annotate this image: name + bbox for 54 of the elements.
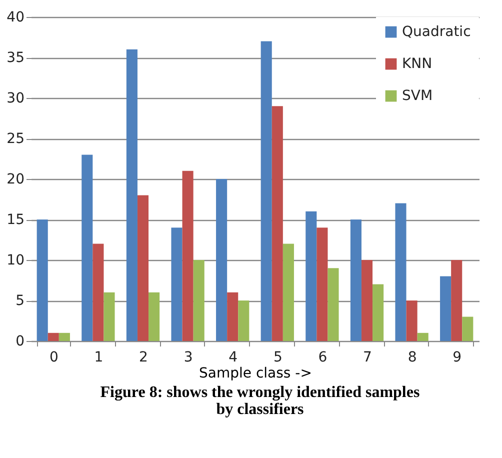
y-tick-label: 0	[16, 334, 24, 350]
bar	[350, 220, 362, 341]
x-axis-title: Sample class ->	[199, 366, 312, 382]
bar	[36, 220, 48, 341]
bar	[171, 228, 182, 341]
x-tick-label: 7	[363, 350, 372, 366]
bar	[104, 292, 115, 341]
bar	[82, 154, 93, 341]
bar	[260, 41, 272, 341]
bar	[282, 244, 294, 341]
bar	[440, 276, 452, 341]
y-tick-label: 40	[6, 10, 24, 26]
legend-label: KNN	[402, 56, 432, 72]
legend-label: Quadratic	[402, 24, 471, 40]
y-tick-label: 30	[6, 90, 24, 106]
x-tick-label: 2	[139, 350, 148, 366]
bar	[451, 260, 462, 341]
bar	[328, 268, 339, 341]
y-tick-label: 15	[6, 212, 24, 228]
bar	[417, 332, 428, 341]
bar	[148, 292, 160, 341]
bar	[227, 292, 238, 341]
y-tick-label: 35	[6, 50, 24, 66]
bar	[395, 203, 406, 341]
bar	[48, 332, 59, 341]
x-tick-label: 8	[408, 350, 417, 366]
x-tick-label: 6	[318, 350, 328, 366]
bar	[372, 284, 384, 341]
y-tick-label: 10	[6, 252, 24, 268]
bar	[406, 300, 418, 341]
bar	[137, 195, 149, 341]
bar	[306, 211, 317, 341]
bar	[238, 300, 250, 341]
x-tick-label: 1	[94, 350, 104, 366]
bar	[462, 316, 474, 341]
bar	[126, 49, 138, 341]
x-tick-label: 3	[184, 350, 193, 366]
bar	[216, 179, 228, 341]
bar	[193, 260, 204, 341]
bar	[182, 170, 194, 341]
bar	[361, 260, 373, 341]
bar	[58, 332, 70, 341]
x-tick-label: 5	[273, 350, 282, 366]
legend-label: SVM	[402, 88, 433, 104]
y-tick-label: 5	[16, 293, 24, 309]
bar	[92, 244, 104, 341]
bar	[272, 106, 283, 341]
bar	[316, 228, 328, 341]
x-tick-label: 0	[49, 350, 58, 366]
y-tick-label: 20	[6, 172, 24, 188]
caption: Figure 8: shows the wrongly identified samples by classifiers	[99, 384, 421, 418]
x-tick-label: 4	[228, 350, 238, 366]
x-tick-label: 9	[452, 350, 462, 366]
y-tick-label: 25	[6, 131, 24, 147]
